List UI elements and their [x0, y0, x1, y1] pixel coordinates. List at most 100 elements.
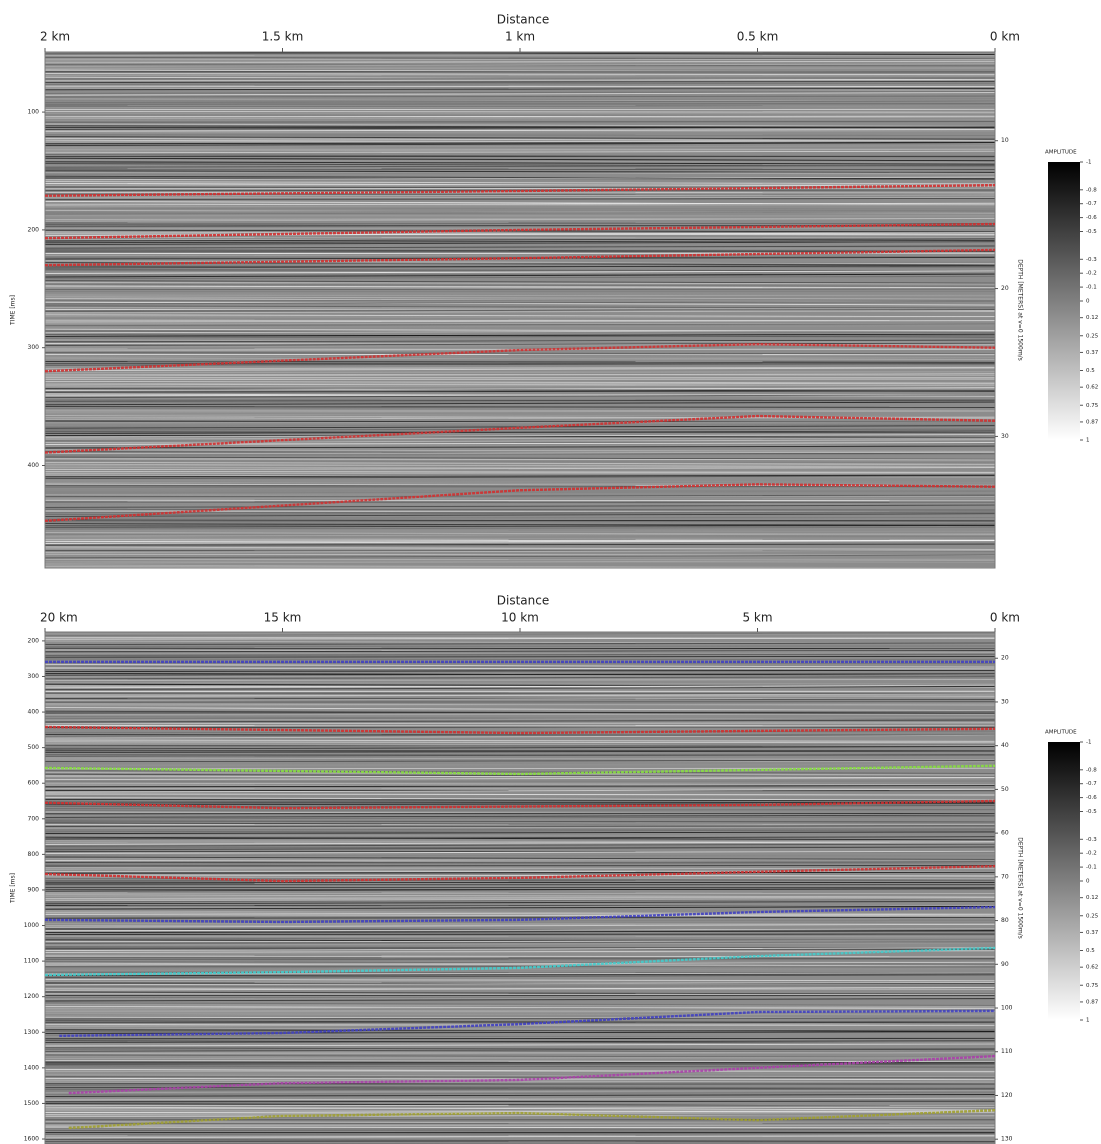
y-tick-label: 600 [28, 780, 40, 787]
y-tick-label: 1000 [24, 922, 39, 929]
reflector [45, 865, 995, 866]
reflector [45, 763, 995, 764]
colorbar-tick-label: 0.12 [1086, 895, 1098, 901]
colorbar-tick-label: 0.87 [1086, 419, 1099, 425]
x-axis-title: Distance [497, 594, 549, 608]
y-tick-label: 700 [28, 815, 40, 822]
y-tick-label: 1600 [24, 1136, 39, 1143]
colorbar-tick-label: -0.8 [1086, 187, 1097, 193]
y-tick-label: 900 [28, 886, 40, 893]
reflector [45, 802, 995, 803]
colorbar-tick-label: 1 [1086, 438, 1090, 444]
y-tick-label: 200 [28, 226, 40, 233]
y2-tick-label: 120 [1001, 1092, 1013, 1099]
colorbar-tick-label: -0.3 [1086, 257, 1097, 263]
seismic-image [45, 630, 995, 1144]
y-tick-label: 400 [28, 709, 40, 716]
y2-tick-label: 100 [1001, 1005, 1013, 1012]
colorbar-tick-label: 0.75 [1086, 983, 1099, 989]
y-tick-label: 800 [28, 851, 40, 858]
y2-tick-label: 50 [1001, 786, 1009, 793]
y-tick-label: 400 [28, 462, 40, 469]
colorbar-tick-label: -0.8 [1086, 767, 1097, 773]
y2-tick-label: 40 [1001, 742, 1009, 749]
y2-tick-label: 10 [1001, 137, 1009, 144]
x-tick-label: 0.5 km [737, 30, 779, 44]
reflector [45, 237, 995, 238]
colorbar-tick-label: 0.62 [1086, 965, 1098, 971]
colorbar-tick-label: -1 [1086, 160, 1091, 166]
colorbar-tick-label: 0.62 [1086, 385, 1098, 391]
colorbar-tick-label: -0.2 [1086, 271, 1097, 277]
colorbar-tick-label: -0.5 [1086, 809, 1097, 815]
y-axis-title: TIME [ms] [10, 873, 17, 904]
x-tick-label: 0 km [990, 30, 1020, 44]
x-tick-label: 1 km [505, 30, 535, 44]
colorbar-tick-label: 0 [1086, 299, 1090, 305]
colorbar-tick-label: -0.1 [1086, 865, 1097, 871]
colorbar-tick-label: -0.6 [1086, 215, 1097, 221]
colorbar-tick-label: -0.7 [1086, 201, 1097, 207]
y2-tick-label: 80 [1001, 917, 1009, 924]
colorbar-tick-label: -0.2 [1086, 851, 1097, 857]
colorbar-tick-label: 1 [1086, 1018, 1090, 1024]
y-tick-label: 1500 [24, 1100, 39, 1107]
reflector [45, 289, 995, 290]
y-tick-label: 1200 [24, 993, 39, 1000]
reflector [45, 135, 995, 136]
colorbar-title: AMPLITUDE [1045, 150, 1077, 156]
colorbar-tick-label: 0.37 [1086, 350, 1099, 356]
colorbar-tick-label: 0 [1086, 879, 1090, 885]
y2-axis-title: DEPTH [METERS] at v=0 1500m/s [1017, 259, 1024, 361]
y2-tick-label: 30 [1001, 698, 1009, 705]
y-tick-label: 500 [28, 744, 40, 751]
colorbar-title: AMPLITUDE [1045, 730, 1077, 736]
seismic-image [45, 52, 995, 568]
x-tick-label: 20 km [40, 611, 78, 625]
y-tick-label: 300 [28, 673, 40, 680]
colorbar-tick-label: -0.7 [1086, 781, 1097, 787]
colorbar-tick-label: 0.12 [1086, 315, 1098, 321]
y-tick-label: 200 [28, 637, 40, 644]
reflector [45, 190, 995, 191]
y2-tick-label: 20 [1001, 655, 1009, 662]
colorbar-tick-label: -0.5 [1086, 229, 1097, 235]
x-tick-label: 1.5 km [262, 30, 304, 44]
colorbar-tick-label: -0.3 [1086, 837, 1097, 843]
colorbar-tick-label: 0.5 [1086, 948, 1095, 954]
y-tick-label: 100 [28, 109, 40, 116]
reflector [45, 257, 995, 258]
colorbar-tick-label: 0.37 [1086, 930, 1099, 936]
y2-tick-label: 60 [1001, 830, 1009, 837]
chart: Distance 2 km 1.5 km 1 km 0.5 km 0 km TIME [ms… [0, 0, 1101, 1144]
reflector [45, 502, 995, 503]
x-axis-title: Distance [497, 13, 549, 27]
colorbar-tick-label: -0.6 [1086, 795, 1097, 801]
y2-tick-label: 90 [1001, 961, 1009, 968]
y-tick-label: 1100 [24, 958, 39, 965]
y-tick-label: 300 [28, 344, 40, 351]
x-tick-label: 0 km [990, 611, 1020, 625]
colorbar [1048, 742, 1080, 1020]
y-tick-label: 1300 [24, 1029, 39, 1036]
reflector [45, 1101, 995, 1102]
y2-tick-label: 20 [1001, 285, 1009, 292]
y-axis-title: TIME [ms] [10, 295, 17, 326]
y2-tick-label: 30 [1001, 433, 1009, 440]
x-tick-label: 2 km [40, 30, 70, 44]
colorbar-tick-label: -1 [1086, 740, 1091, 746]
reflector [45, 372, 995, 373]
x-tick-label: 10 km [501, 611, 539, 625]
colorbar-tick-label: 0.25 [1086, 333, 1099, 339]
x-tick-label: 5 km [742, 611, 772, 625]
y2-axis-title: DEPTH [METERS] at v=0 1500m/s [1017, 837, 1024, 939]
x-tick-label: 15 km [264, 611, 302, 625]
colorbar-tick-label: 0.25 [1086, 913, 1099, 919]
reflector [45, 188, 995, 189]
colorbar-tick-label: 0.75 [1086, 403, 1099, 409]
y2-tick-label: 70 [1001, 873, 1009, 880]
colorbar-tick-label: -0.1 [1086, 285, 1097, 291]
y2-tick-label: 110 [1001, 1048, 1013, 1055]
colorbar-tick-label: 0.87 [1086, 999, 1099, 1005]
reflector [45, 116, 995, 117]
